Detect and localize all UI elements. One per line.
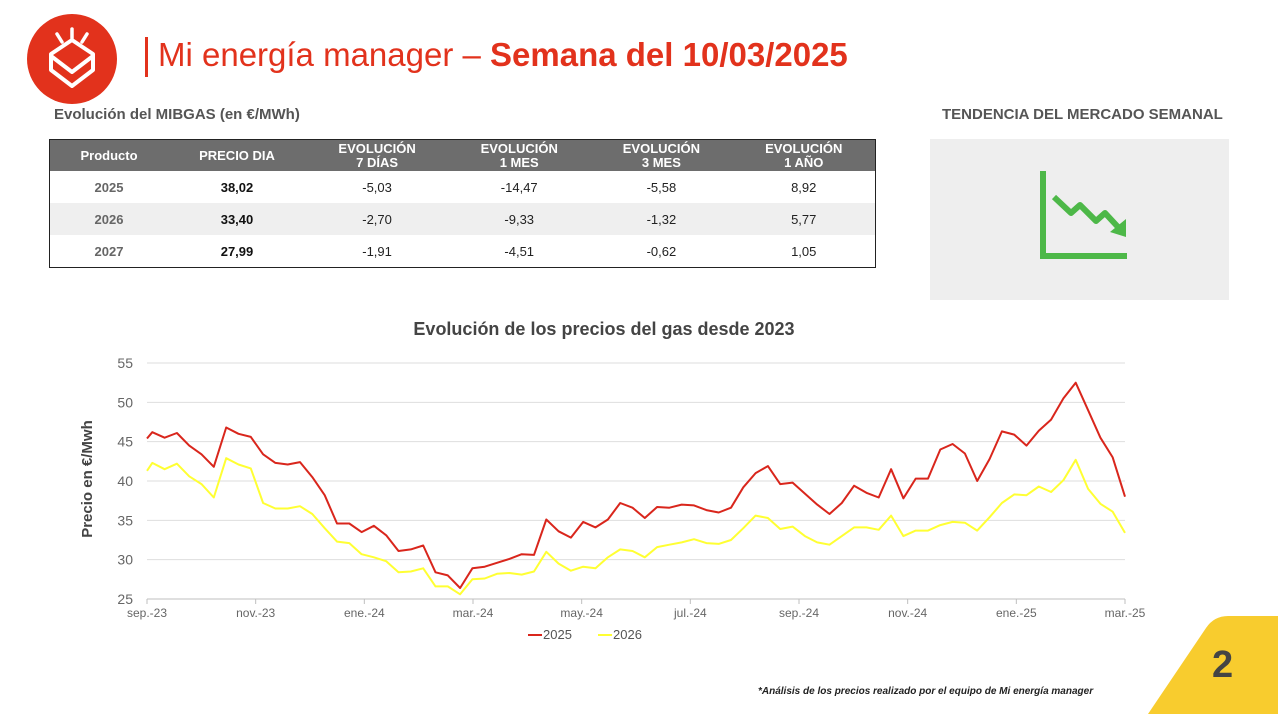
x-tick-label: nov.-23 xyxy=(236,606,275,620)
page-title: Mi energía manager – Semana del 10/03/20… xyxy=(158,33,848,77)
col-header: EVOLUCIÓN 1 AÑO xyxy=(732,139,876,171)
cell-evol-7d: -5,03 xyxy=(362,179,392,195)
col-header: Producto xyxy=(49,139,168,171)
y-tick-label: 30 xyxy=(117,552,133,568)
x-tick-label: ene.-25 xyxy=(996,606,1037,620)
trend-label: TENDENCIA DEL MERCADO SEMANAL xyxy=(942,106,1223,123)
table-header-row: Producto PRECIO DIA EVOLUCIÓN 7 DÍAS EVOL… xyxy=(49,139,876,171)
cell-evol-3m: -1,32 xyxy=(590,203,733,235)
cell-evol-1m: -9,33 xyxy=(448,203,591,235)
week-label: Semana del 10/03/2025 xyxy=(490,36,848,73)
trend-panel xyxy=(930,139,1229,300)
cell-price-day: 33,40 xyxy=(168,203,306,235)
y-tick-label: 40 xyxy=(117,473,133,489)
grid-lines xyxy=(147,362,1125,600)
cell-evol-1m: -4,51 xyxy=(504,243,535,259)
chart-legend: 2025 2026 xyxy=(528,627,642,642)
corner-decoration xyxy=(1148,616,1278,714)
cell-evol-7d: -2,70 xyxy=(306,203,449,235)
title-accent-bar xyxy=(145,37,148,77)
x-tick-label: may.-24 xyxy=(560,606,603,620)
cell-product: 2027 xyxy=(94,243,124,259)
mibgas-table: Producto PRECIO DIA EVOLUCIÓN 7 DÍAS EVOL… xyxy=(49,139,876,268)
col-header: EVOLUCIÓN 7 DÍAS xyxy=(306,139,449,171)
x-tick-label: ene.-24 xyxy=(344,606,385,620)
cell-product: 2025 xyxy=(94,179,124,195)
table-caption: Evolución del MIBGAS (en €/MWh) xyxy=(54,106,300,123)
table-row: 2027 27,99 -1,91 -4,51 -0,62 1,05 xyxy=(50,235,876,268)
cell-evol-1y: 5,77 xyxy=(732,203,876,235)
legend-label: 2025 xyxy=(543,627,572,642)
col-header: EVOLUCIÓN 1 MES xyxy=(448,139,591,171)
downtrend-chart-icon xyxy=(1040,171,1127,259)
title-separator: – xyxy=(453,36,491,73)
x-tick-label: sep.-23 xyxy=(127,606,167,620)
cell-evol-7d: -1,91 xyxy=(362,243,392,259)
col-header: PRECIO DIA xyxy=(168,139,306,171)
legend-label: 2026 xyxy=(613,627,642,642)
x-tick-label: mar.-25 xyxy=(1105,606,1146,620)
x-axis-ticks: sep.-23 nov.-23 ene.-24 mar.-24 may.-24 jul.-… xyxy=(127,599,1146,620)
y-axis-label: Precio en €/Mwh xyxy=(79,420,96,538)
x-tick-label: nov.-24 xyxy=(888,606,927,620)
cell-price-day: 38,02 xyxy=(220,179,254,195)
series-line-2026 xyxy=(146,457,1126,596)
table-row: 2025 38,02 -5,03 -14,47 -5,58 8,92 xyxy=(50,171,876,203)
y-tick-label: 45 xyxy=(117,434,133,450)
y-tick-label: 35 xyxy=(117,512,133,528)
y-axis-ticks: 25 30 35 40 45 50 55 xyxy=(117,355,133,607)
y-tick-label: 55 xyxy=(117,355,133,371)
x-tick-label: jul.-24 xyxy=(673,606,707,620)
col-header: EVOLUCIÓN 3 MES xyxy=(590,139,733,171)
cell-evol-1y: 1,05 xyxy=(791,243,817,259)
cell-evol-1y: 8,92 xyxy=(791,179,817,195)
cell-price-day: 27,99 xyxy=(220,243,254,259)
y-tick-label: 50 xyxy=(117,394,133,410)
x-tick-label: sep.-24 xyxy=(779,606,819,620)
gas-price-chart: Evolución de los precios del gas desde 2… xyxy=(79,319,1146,642)
brand-name: Mi energía manager xyxy=(158,36,454,73)
brand-logo xyxy=(27,14,117,104)
x-tick-label: mar.-24 xyxy=(453,606,494,620)
cell-evol-1m: -14,47 xyxy=(500,179,538,195)
envelope-heart-icon xyxy=(49,27,95,88)
page-number: 2 xyxy=(1212,644,1234,686)
series-line-2025 xyxy=(146,381,1126,589)
y-tick-label: 25 xyxy=(117,591,133,607)
chart-title: Evolución de los precios del gas desde 2… xyxy=(413,319,794,339)
footnote: *Análisis de los precios realizado por e… xyxy=(758,686,1094,697)
cell-evol-3m: -5,58 xyxy=(646,179,677,195)
cell-product: 2026 xyxy=(49,203,168,235)
table-row: 2026 33,40 -2,70 -9,33 -1,32 5,77 xyxy=(49,203,876,235)
series-lines xyxy=(146,381,1126,596)
cell-evol-3m: -0,62 xyxy=(646,243,677,259)
